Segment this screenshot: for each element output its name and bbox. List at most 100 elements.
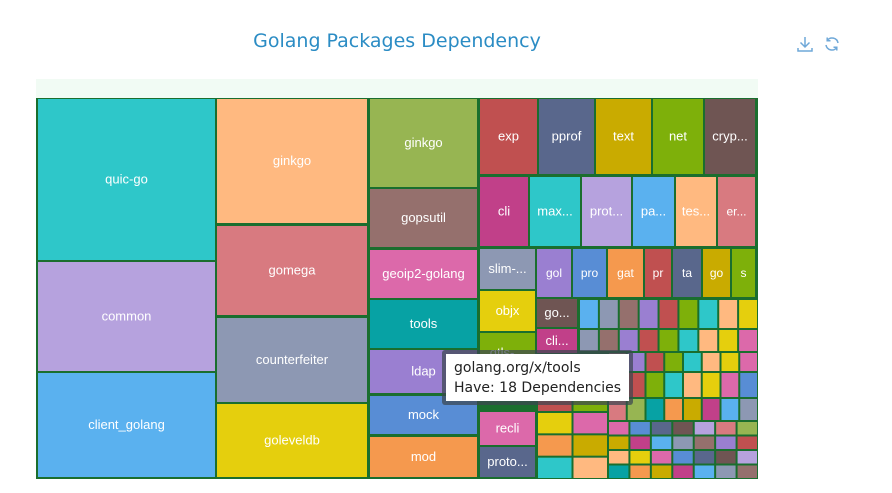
treemap-node: [539, 99, 594, 174]
tooltip-name: golang.org/x/tools: [454, 360, 581, 376]
treemap-node: [38, 373, 215, 477]
treemap-node: [705, 99, 755, 174]
treemap-node-label: mod: [411, 449, 436, 464]
treemap-small-node: [739, 330, 757, 351]
treemap-small-node: [646, 373, 664, 397]
treemap-node: [370, 250, 477, 298]
treemap-node-label: tes...: [682, 204, 710, 219]
treemap-node: [370, 437, 477, 477]
treemap-node: [676, 177, 716, 246]
treemap-small-node: [673, 422, 693, 435]
treemap-node: [596, 99, 651, 174]
treemap-small-node: [609, 422, 629, 435]
treemap-small-node: [679, 330, 698, 351]
tooltip-dependencies: Have: 18 Dependencies: [454, 380, 622, 396]
treemap-small-node: [580, 300, 598, 328]
treemap-node: [217, 99, 367, 223]
treemap-small-node: [702, 399, 720, 420]
treemap-node-label: client_golang: [88, 417, 165, 432]
treemap-node: [537, 249, 571, 297]
treemap-small-node: [665, 373, 682, 397]
treemap-small-node: [665, 399, 682, 420]
download-icon[interactable]: [796, 35, 814, 53]
treemap-small-node: [737, 465, 757, 478]
treemap-small-node: [716, 422, 736, 435]
treemap-small-node: [716, 451, 736, 464]
treemap-node: [480, 412, 535, 445]
treemap-small-node: [694, 436, 715, 449]
treemap-small-node: [716, 436, 736, 449]
treemap-small-node: [737, 422, 757, 435]
treemap-node: [537, 329, 577, 353]
treemap-small-node: [721, 399, 739, 420]
treemap-node: [480, 99, 537, 174]
treemap-node-label: cli...: [545, 333, 568, 348]
treemap-small-node: [721, 373, 739, 397]
treemap-node-label: ldap: [411, 364, 436, 379]
treemap-small-node: [651, 451, 672, 464]
treemap-small-node: [538, 457, 572, 478]
treemap-node: [480, 177, 528, 246]
treemap-node-label: common: [102, 309, 152, 324]
treemap-small-node: [630, 451, 650, 464]
treemap-node: [480, 249, 535, 289]
treemap-small-node: [740, 373, 757, 397]
treemap-node: [645, 249, 671, 297]
treemap-small-node: [646, 353, 664, 371]
treemap-node-label: tools: [410, 316, 438, 331]
treemap-node-label: mock: [408, 407, 440, 422]
treemap-node-label: recli: [496, 421, 520, 436]
treemap-small-node: [538, 413, 572, 434]
treemap-small-node: [609, 465, 629, 478]
treemap-node: [370, 300, 477, 348]
tooltip: golang.org/x/tools Have: 18 Dependencies: [442, 350, 634, 405]
treemap-node-label: s: [741, 266, 747, 280]
treemap-node-label: ginkgo: [273, 153, 311, 168]
treemap-small-node: [684, 399, 701, 420]
treemap-node: [537, 299, 577, 327]
treemap-small-node: [630, 465, 650, 478]
treemap-small-node: [737, 436, 757, 449]
treemap-small-node: [679, 300, 698, 328]
treemap-small-node: [538, 435, 572, 456]
treemap-node-label: cli: [498, 204, 510, 219]
treemap-small-node: [639, 330, 658, 351]
treemap-small-node: [737, 451, 757, 464]
refresh-icon[interactable]: [823, 35, 841, 53]
treemap-node: [573, 249, 606, 297]
treemap-small-node: [719, 330, 738, 351]
treemap-small-node: [694, 465, 715, 478]
treemap-node: [217, 318, 367, 402]
treemap-small-node: [580, 330, 598, 351]
treemap-node-label: objx: [496, 303, 520, 318]
treemap-node: [38, 262, 215, 371]
treemap-small-node: [619, 300, 638, 328]
treemap-node-label: slim-...: [488, 261, 526, 276]
treemap-small-node: [646, 399, 664, 420]
treemap-small-node: [694, 451, 715, 464]
treemap-small-node: [740, 399, 757, 420]
treemap-small-node: [699, 300, 718, 328]
treemap-node: [370, 99, 477, 187]
treemap-small-node: [665, 353, 682, 371]
treemap-node-label: pa...: [641, 204, 666, 219]
chart-title: Golang Packages Dependency: [253, 30, 541, 52]
treemap-small-node: [659, 300, 678, 328]
treemap-small-node: [609, 436, 629, 449]
treemap-node: [480, 291, 535, 331]
treemap-small-node: [619, 330, 638, 351]
treemap-node-label: pprof: [552, 129, 582, 144]
treemap-small-node: [630, 436, 650, 449]
treemap-node-label: pro: [581, 266, 599, 280]
treemap-node-label: gopsutil: [401, 210, 446, 225]
treemap-node: [703, 249, 730, 297]
treemap-node: [653, 99, 703, 174]
treemap-node-label: gol: [546, 266, 562, 280]
treemap-small-node: [719, 300, 738, 328]
treemap-small-node: [673, 436, 693, 449]
treemap-node: [732, 249, 755, 297]
treemap-small-node: [599, 300, 618, 328]
treemap-header-band: [36, 79, 758, 99]
treemap-node-label: prot...: [590, 204, 623, 219]
